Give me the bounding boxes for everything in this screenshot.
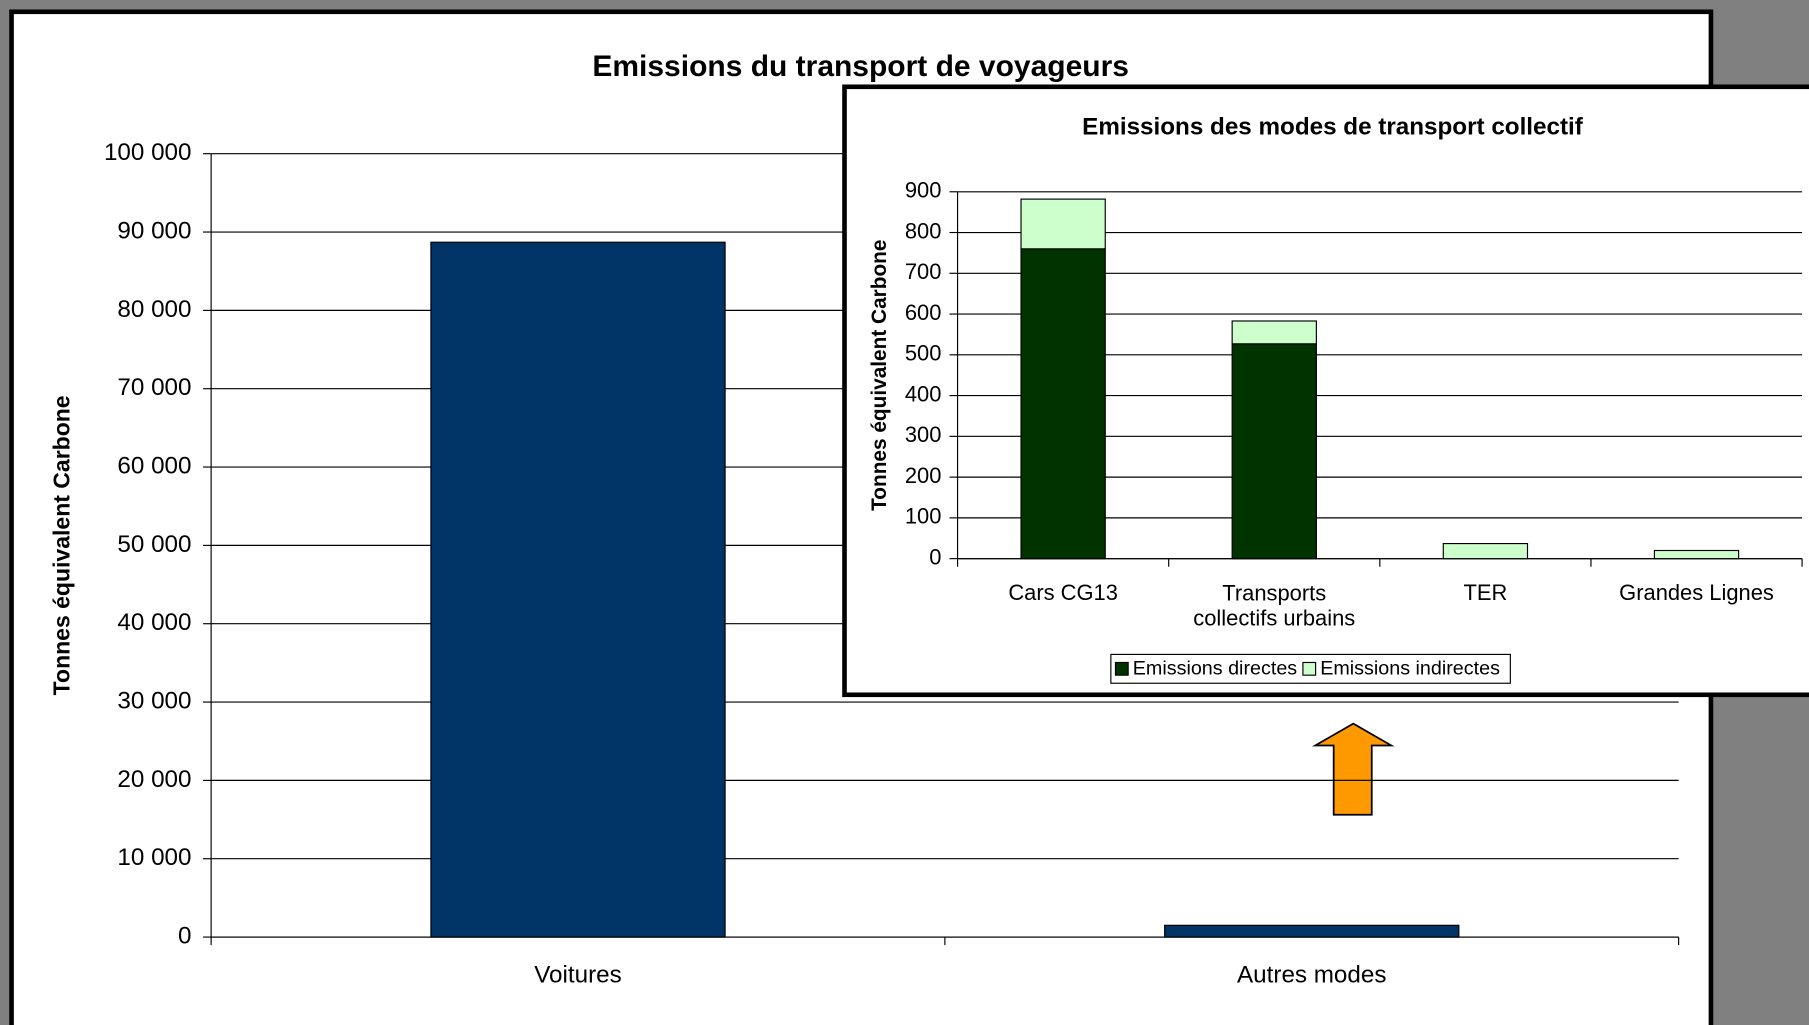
bar — [430, 241, 726, 938]
x-tick-label: Transports collectifs urbains — [1193, 580, 1355, 630]
legend: Emissions directes Emissions indirectes — [1110, 653, 1511, 684]
y-tick-label: 500 — [905, 341, 942, 366]
bar-segment — [1442, 542, 1529, 560]
y-tick-label: 800 — [905, 218, 942, 243]
y-tick-label: 90 000 — [117, 217, 191, 244]
legend-swatch — [1114, 661, 1129, 676]
chart-title: Emissions des modes de transport collect… — [1082, 114, 1584, 141]
bar-segment — [1653, 549, 1740, 560]
y-tick-label: 50 000 — [117, 531, 191, 558]
y-axis-label: Tonnes équivalent Carbone — [49, 395, 75, 695]
inset-chart: Emissions des modes de transport collect… — [868, 114, 1803, 684]
bar — [1164, 924, 1460, 938]
y-tick-label: 0 — [178, 922, 191, 949]
y-tick-label: 200 — [905, 463, 942, 488]
legend-swatch — [1302, 661, 1317, 676]
y-tick-label: 30 000 — [117, 687, 191, 714]
legend-label: Emissions directes — [1133, 658, 1298, 680]
x-tick-label: Autres modes — [1237, 962, 1386, 989]
y-tick-label: 700 — [905, 259, 942, 284]
arrow — [1311, 722, 1395, 816]
main-chart: Emissions du transport de voyageurs Tonne… — [49, 50, 1680, 989]
x-tick-label: Grandes Lignes — [1619, 580, 1774, 605]
x-tick-label: TER — [1463, 580, 1507, 605]
bar-segment — [1231, 320, 1317, 345]
y-tick-label: 0 — [929, 544, 941, 569]
y-tick-label: 40 000 — [117, 609, 191, 636]
chart-title: Emissions du transport de voyageurs — [592, 50, 1129, 83]
bar-segment — [1231, 343, 1317, 560]
y-tick-label: 300 — [905, 422, 942, 447]
y-tick-label: 400 — [905, 381, 942, 406]
y-tick-label: 100 — [905, 504, 942, 529]
y-tick-label: 100 000 — [104, 139, 192, 166]
y-tick-label: 20 000 — [117, 766, 191, 793]
y-tick-label: 70 000 — [117, 374, 191, 401]
y-tick-label: 600 — [905, 300, 942, 325]
legend-box — [1110, 653, 1511, 684]
bar-segment — [1020, 248, 1106, 560]
y-tick-label: 900 — [905, 178, 942, 203]
inset-panel — [842, 84, 1809, 698]
bar-segment — [1020, 198, 1106, 250]
x-tick-label: Voitures — [534, 962, 622, 989]
x-tick-label: Cars CG13 — [1008, 580, 1118, 605]
legend-label: Emissions indirectes — [1320, 658, 1500, 680]
y-tick-label: 60 000 — [117, 452, 191, 479]
y-tick-label: 10 000 — [117, 844, 191, 871]
y-tick-label: 80 000 — [117, 296, 191, 323]
y-axis-label: Tonnes équivalent Carbone — [868, 240, 891, 511]
